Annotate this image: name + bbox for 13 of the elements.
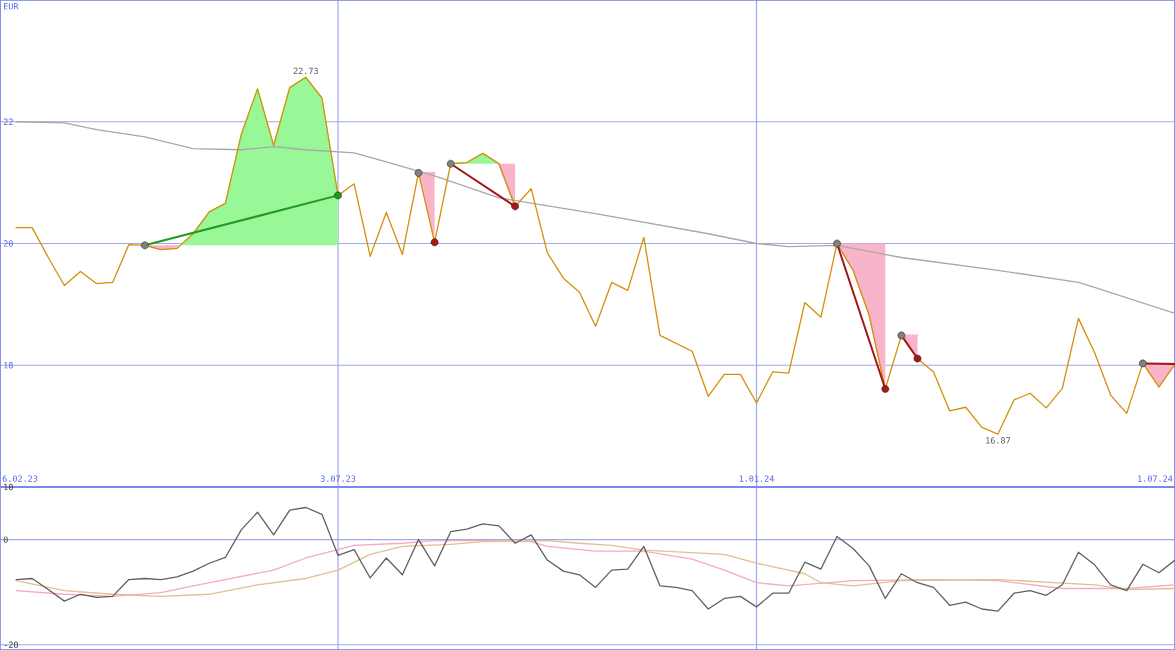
y-tick-label: 18 (4, 362, 13, 369)
x-tick-label: 6.02.23 (2, 475, 38, 482)
y-tick-label: -20 (4, 641, 18, 648)
x-tick-label: 3.07.23 (320, 475, 356, 482)
x-tick-label: 1.01.24 (739, 475, 774, 482)
y-axis-title: EUR (4, 3, 19, 10)
y-tick-label: 20 (3, 240, 13, 247)
y-tick-label: 22 (3, 118, 13, 125)
y-tick-label: 0 (3, 536, 8, 543)
annotation: 16.87 (986, 437, 1011, 444)
y-tick-label: 10 (4, 483, 13, 491)
annotation: 22.73 (293, 67, 318, 75)
x-tick-label: 1.07.24 (1138, 475, 1173, 482)
